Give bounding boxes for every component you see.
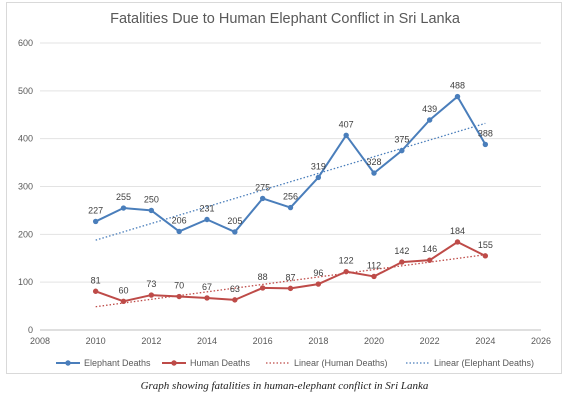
data-point-elephant-deaths [120,205,127,211]
data-point-elephant-deaths [371,170,377,176]
data-label-human-deaths: 155 [478,240,493,250]
data-label-elephant-deaths: 488 [450,81,465,91]
y-tick-label: 300 [18,182,33,192]
data-label-human-deaths: 184 [450,226,465,236]
data-label-human-deaths: 73 [146,279,156,289]
data-point-elephant-deaths [343,132,349,139]
data-label-elephant-deaths: 375 [394,135,409,145]
data-label-human-deaths: 146 [422,244,437,254]
data-point-human-deaths [371,273,377,280]
x-tick-label: 2024 [475,336,495,346]
legend: Elephant Deaths Human Deaths Linear (Human… [56,358,534,368]
data-point-human-deaths [315,281,322,287]
data-point-elephant-deaths [92,218,99,225]
data-point-human-deaths [148,292,155,298]
data-label-human-deaths: 60 [118,285,128,295]
data-label-human-deaths: 87 [285,272,295,282]
data-label-elephant-deaths: 206 [172,215,187,225]
data-label-elephant-deaths: 227 [88,205,103,215]
data-point-human-deaths [120,298,127,304]
x-tick-label: 2020 [364,336,384,346]
figure-caption: Graph showing fatalities in human-elepha… [140,380,429,392]
x-tick-label: 2012 [141,336,161,346]
data-point-human-deaths [426,257,433,263]
legend-marker-human-deaths [171,360,177,366]
gridlines [40,42,541,331]
data-label-elephant-deaths: 205 [227,216,242,226]
chart-title: Fatalities Due to Human Elephant Conflic… [110,11,461,27]
series-points [92,93,489,304]
legend-marker-elephant-deaths [65,360,71,366]
data-point-elephant-deaths [259,195,266,202]
data-label-elephant-deaths: 231 [199,204,214,214]
x-tick-label: 2014 [197,336,217,346]
data-point-elephant-deaths [426,117,433,123]
data-point-elephant-deaths [399,147,405,154]
data-label-human-deaths: 88 [258,272,268,282]
y-tick-label: 0 [28,325,33,335]
legend-label-linear-human-deaths: Linear (Human Deaths) [294,358,388,368]
data-point-human-deaths [232,297,238,303]
data-label-elephant-deaths: 256 [283,192,298,202]
x-tick-label: 2010 [86,336,106,346]
x-axis-ticks: 2008 2010 2012 2014 2016 2018 2020 2022 2024 2026 [30,336,551,346]
data-label-human-deaths: 70 [174,281,184,291]
data-label-elephant-deaths: 319 [311,161,326,171]
x-tick-label: 2022 [420,336,440,346]
y-tick-label: 400 [18,134,33,144]
data-point-human-deaths [176,293,182,300]
legend-label-linear-elephant-deaths: Linear (Elephant Deaths) [434,358,534,368]
trendline-human-deaths [95,254,486,308]
data-point-elephant-deaths [287,204,294,211]
data-label-human-deaths: 112 [367,260,381,270]
y-tick-label: 200 [18,229,33,239]
data-point-human-deaths [343,268,349,275]
data-label-elephant-deaths: 439 [422,104,437,114]
data-labels: 227 255 250 206 231 205 275 256 319 407 328 375 439 4… [88,81,493,296]
data-point-elephant-deaths [454,93,461,100]
data-point-human-deaths [204,295,210,301]
data-point-elephant-deaths [232,229,238,235]
data-label-elephant-deaths: 328 [366,157,381,167]
data-point-human-deaths [454,239,461,245]
data-point-human-deaths [399,259,405,265]
data-point-elephant-deaths [315,174,322,181]
y-tick-label: 600 [18,38,33,48]
trendline-elephant-deaths [95,122,486,241]
data-label-human-deaths: 96 [313,268,323,278]
data-label-human-deaths: 63 [230,284,240,294]
data-label-elephant-deaths: 388 [478,128,493,138]
chart-frame [6,2,562,374]
data-label-human-deaths: 122 [339,256,354,266]
data-label-human-deaths: 142 [394,246,409,256]
x-tick-label: 2016 [253,336,273,346]
x-tick-label: 2018 [308,336,328,346]
y-tick-label: 100 [18,277,33,287]
data-point-human-deaths [92,288,99,294]
legend-label-elephant-deaths: Elephant Deaths [84,358,151,368]
data-point-human-deaths [482,253,489,259]
data-point-elephant-deaths [482,141,489,148]
y-tick-label: 500 [18,86,33,96]
trendlines [95,122,486,308]
data-point-elephant-deaths [204,216,210,223]
data-label-elephant-deaths: 255 [116,192,131,202]
fatalities-line-chart: Fatalities Due to Human Elephant Conflic… [18,11,551,368]
data-label-elephant-deaths: 275 [255,182,270,192]
data-point-elephant-deaths [148,207,155,214]
legend-label-human-deaths: Human Deaths [190,358,251,368]
data-point-human-deaths [259,285,266,291]
series-line-elephant-deaths [95,95,487,233]
data-label-human-deaths: 81 [91,275,101,285]
x-tick-label: 2026 [531,336,551,346]
data-label-elephant-deaths: 250 [144,194,159,204]
y-axis-ticks: 0 100 200 300 400 500 600 [18,38,33,335]
data-point-elephant-deaths [176,228,182,235]
x-tick-label: 2008 [30,336,50,346]
data-point-human-deaths [287,285,294,292]
data-label-human-deaths: 67 [202,282,212,292]
data-label-elephant-deaths: 407 [339,119,354,129]
